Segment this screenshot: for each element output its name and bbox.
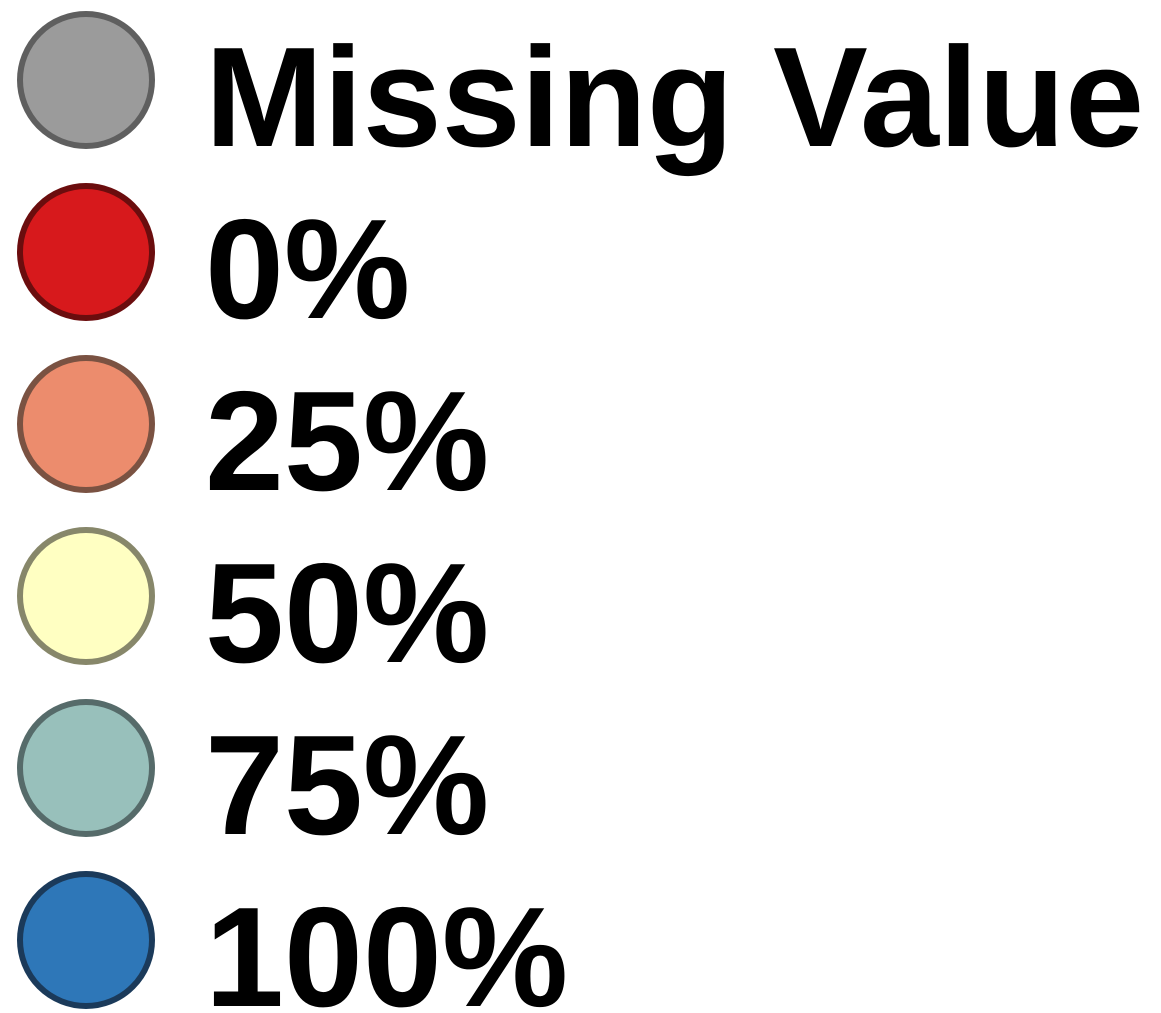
legend-label: 100% <box>205 878 568 1013</box>
legend-swatch <box>17 355 155 493</box>
legend-swatch <box>17 527 155 665</box>
legend-swatch <box>17 11 155 149</box>
legend-swatch <box>17 183 155 321</box>
legend-label: 75% <box>205 706 489 865</box>
legend-swatch <box>17 871 155 1009</box>
legend-label: Missing Value <box>205 18 1144 177</box>
legend-swatch <box>17 699 155 837</box>
legend-label: 25% <box>205 362 489 521</box>
legend-label: 0% <box>205 190 410 349</box>
legend-label: 50% <box>205 534 489 693</box>
